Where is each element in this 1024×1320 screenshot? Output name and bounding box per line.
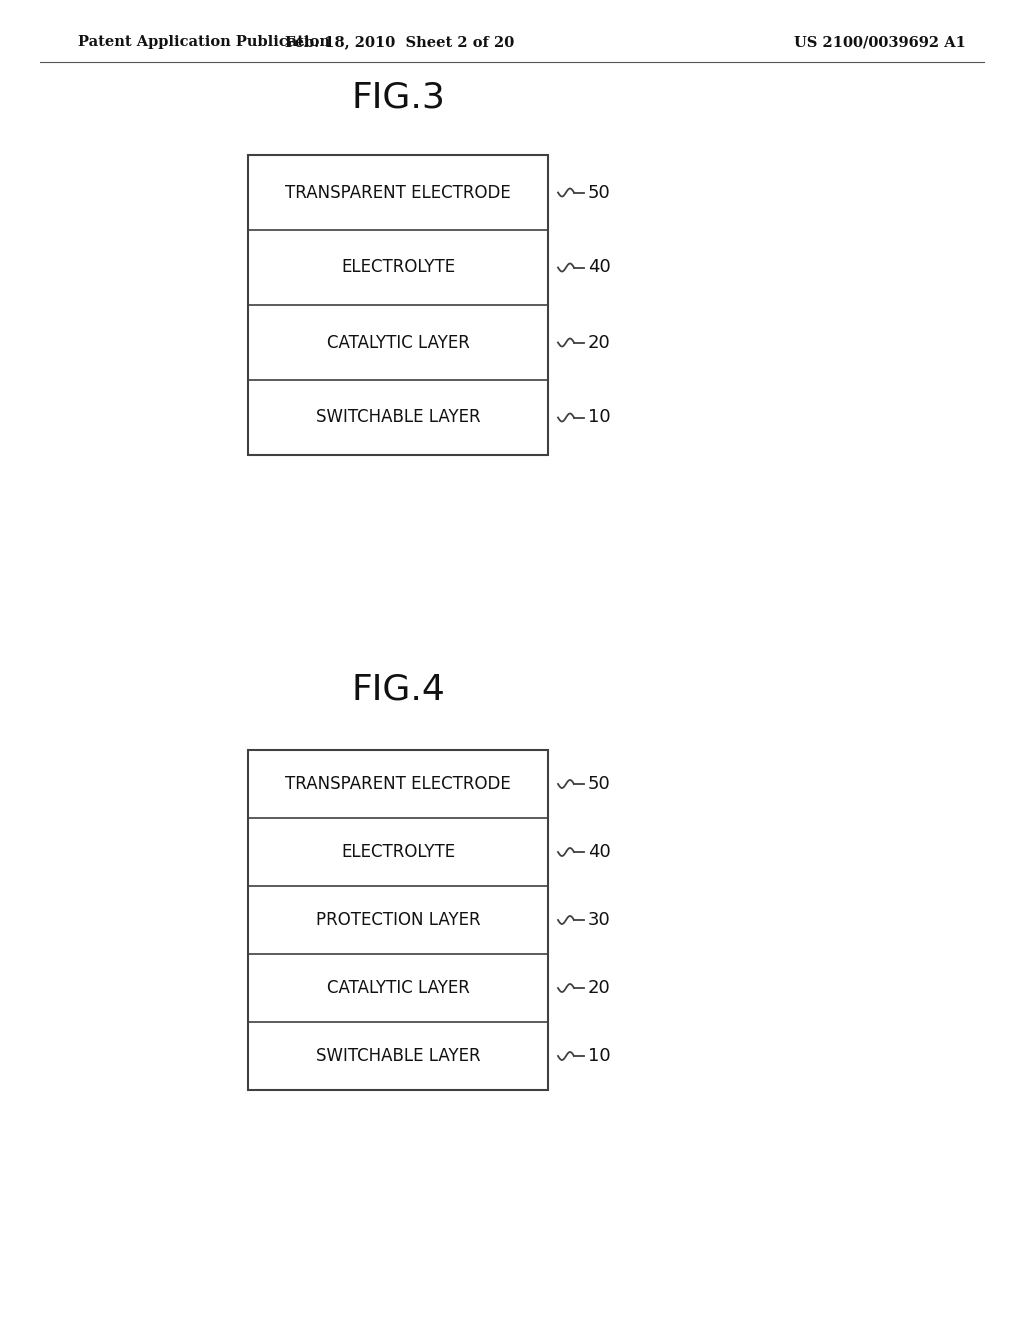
Text: FIG.4: FIG.4 <box>351 673 445 708</box>
Text: 20: 20 <box>588 334 610 351</box>
Text: 50: 50 <box>588 775 610 793</box>
Text: CATALYTIC LAYER: CATALYTIC LAYER <box>327 979 469 997</box>
Text: PROTECTION LAYER: PROTECTION LAYER <box>315 911 480 929</box>
Text: 10: 10 <box>588 408 610 426</box>
Text: Patent Application Publication: Patent Application Publication <box>78 36 330 49</box>
Text: FIG.3: FIG.3 <box>351 81 445 115</box>
Text: SWITCHABLE LAYER: SWITCHABLE LAYER <box>315 1047 480 1065</box>
Text: TRANSPARENT ELECTRODE: TRANSPARENT ELECTRODE <box>285 775 511 793</box>
Text: 10: 10 <box>588 1047 610 1065</box>
Text: 20: 20 <box>588 979 610 997</box>
Text: Feb. 18, 2010  Sheet 2 of 20: Feb. 18, 2010 Sheet 2 of 20 <box>286 36 515 49</box>
Text: ELECTROLYTE: ELECTROLYTE <box>341 259 455 276</box>
Text: 50: 50 <box>588 183 610 202</box>
Text: SWITCHABLE LAYER: SWITCHABLE LAYER <box>315 408 480 426</box>
Text: CATALYTIC LAYER: CATALYTIC LAYER <box>327 334 469 351</box>
Text: US 2100/0039692 A1: US 2100/0039692 A1 <box>794 36 966 49</box>
Text: ELECTROLYTE: ELECTROLYTE <box>341 843 455 861</box>
Text: 40: 40 <box>588 843 610 861</box>
Text: 40: 40 <box>588 259 610 276</box>
Bar <box>248 154 548 455</box>
Text: TRANSPARENT ELECTRODE: TRANSPARENT ELECTRODE <box>285 183 511 202</box>
Bar <box>248 750 548 1090</box>
Text: 30: 30 <box>588 911 610 929</box>
